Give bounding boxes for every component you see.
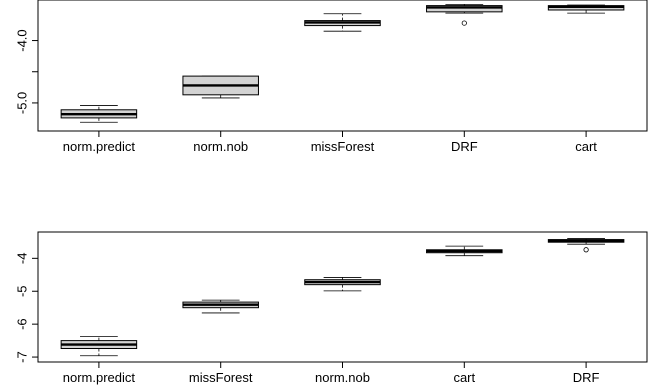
x-tick-label: cart — [453, 370, 475, 385]
outlier-point — [461, 20, 467, 26]
y-tick-label: -7 — [15, 351, 30, 363]
box-DRF — [547, 238, 625, 253]
box-body — [426, 5, 503, 13]
box-norm.predict — [60, 336, 138, 357]
x-tick-label: norm.nob — [315, 370, 370, 385]
x-tick-label: missForest — [189, 370, 253, 385]
boxplot-panel-bottom: -7 -6 -5 -4 norm.predict missForest norm.nob ca… — [15, 231, 648, 385]
outlier-point — [583, 247, 589, 253]
y-tick-label: -5 — [15, 285, 30, 297]
boxplot-panel-top: -5.0 -4.0 norm.predict norm.nob missForest DR… — [15, 0, 648, 154]
box-cart — [547, 4, 625, 14]
box-cart — [426, 245, 503, 257]
box-missForest — [182, 299, 259, 314]
x-tick-label: cart — [575, 139, 597, 154]
x-tick-label: DRF — [451, 139, 478, 154]
box-norm.nob — [304, 277, 381, 292]
x-tick-label: norm.predict — [63, 139, 136, 154]
box-DRF — [426, 3, 503, 26]
y-tick-label: -4 — [15, 253, 30, 265]
x-tick-label: norm.predict — [63, 370, 136, 385]
x-tick-label: norm.nob — [193, 139, 248, 154]
x-tick-label: DRF — [573, 370, 600, 385]
box-norm.predict — [60, 105, 138, 123]
box-missForest — [304, 13, 381, 32]
y-tick-label: -5.0 — [15, 92, 30, 114]
y-tick-label: -4.0 — [15, 29, 30, 51]
y-tick-label: -6 — [15, 318, 30, 330]
box-norm.nob — [182, 75, 259, 99]
x-tick-label: missForest — [311, 139, 375, 154]
